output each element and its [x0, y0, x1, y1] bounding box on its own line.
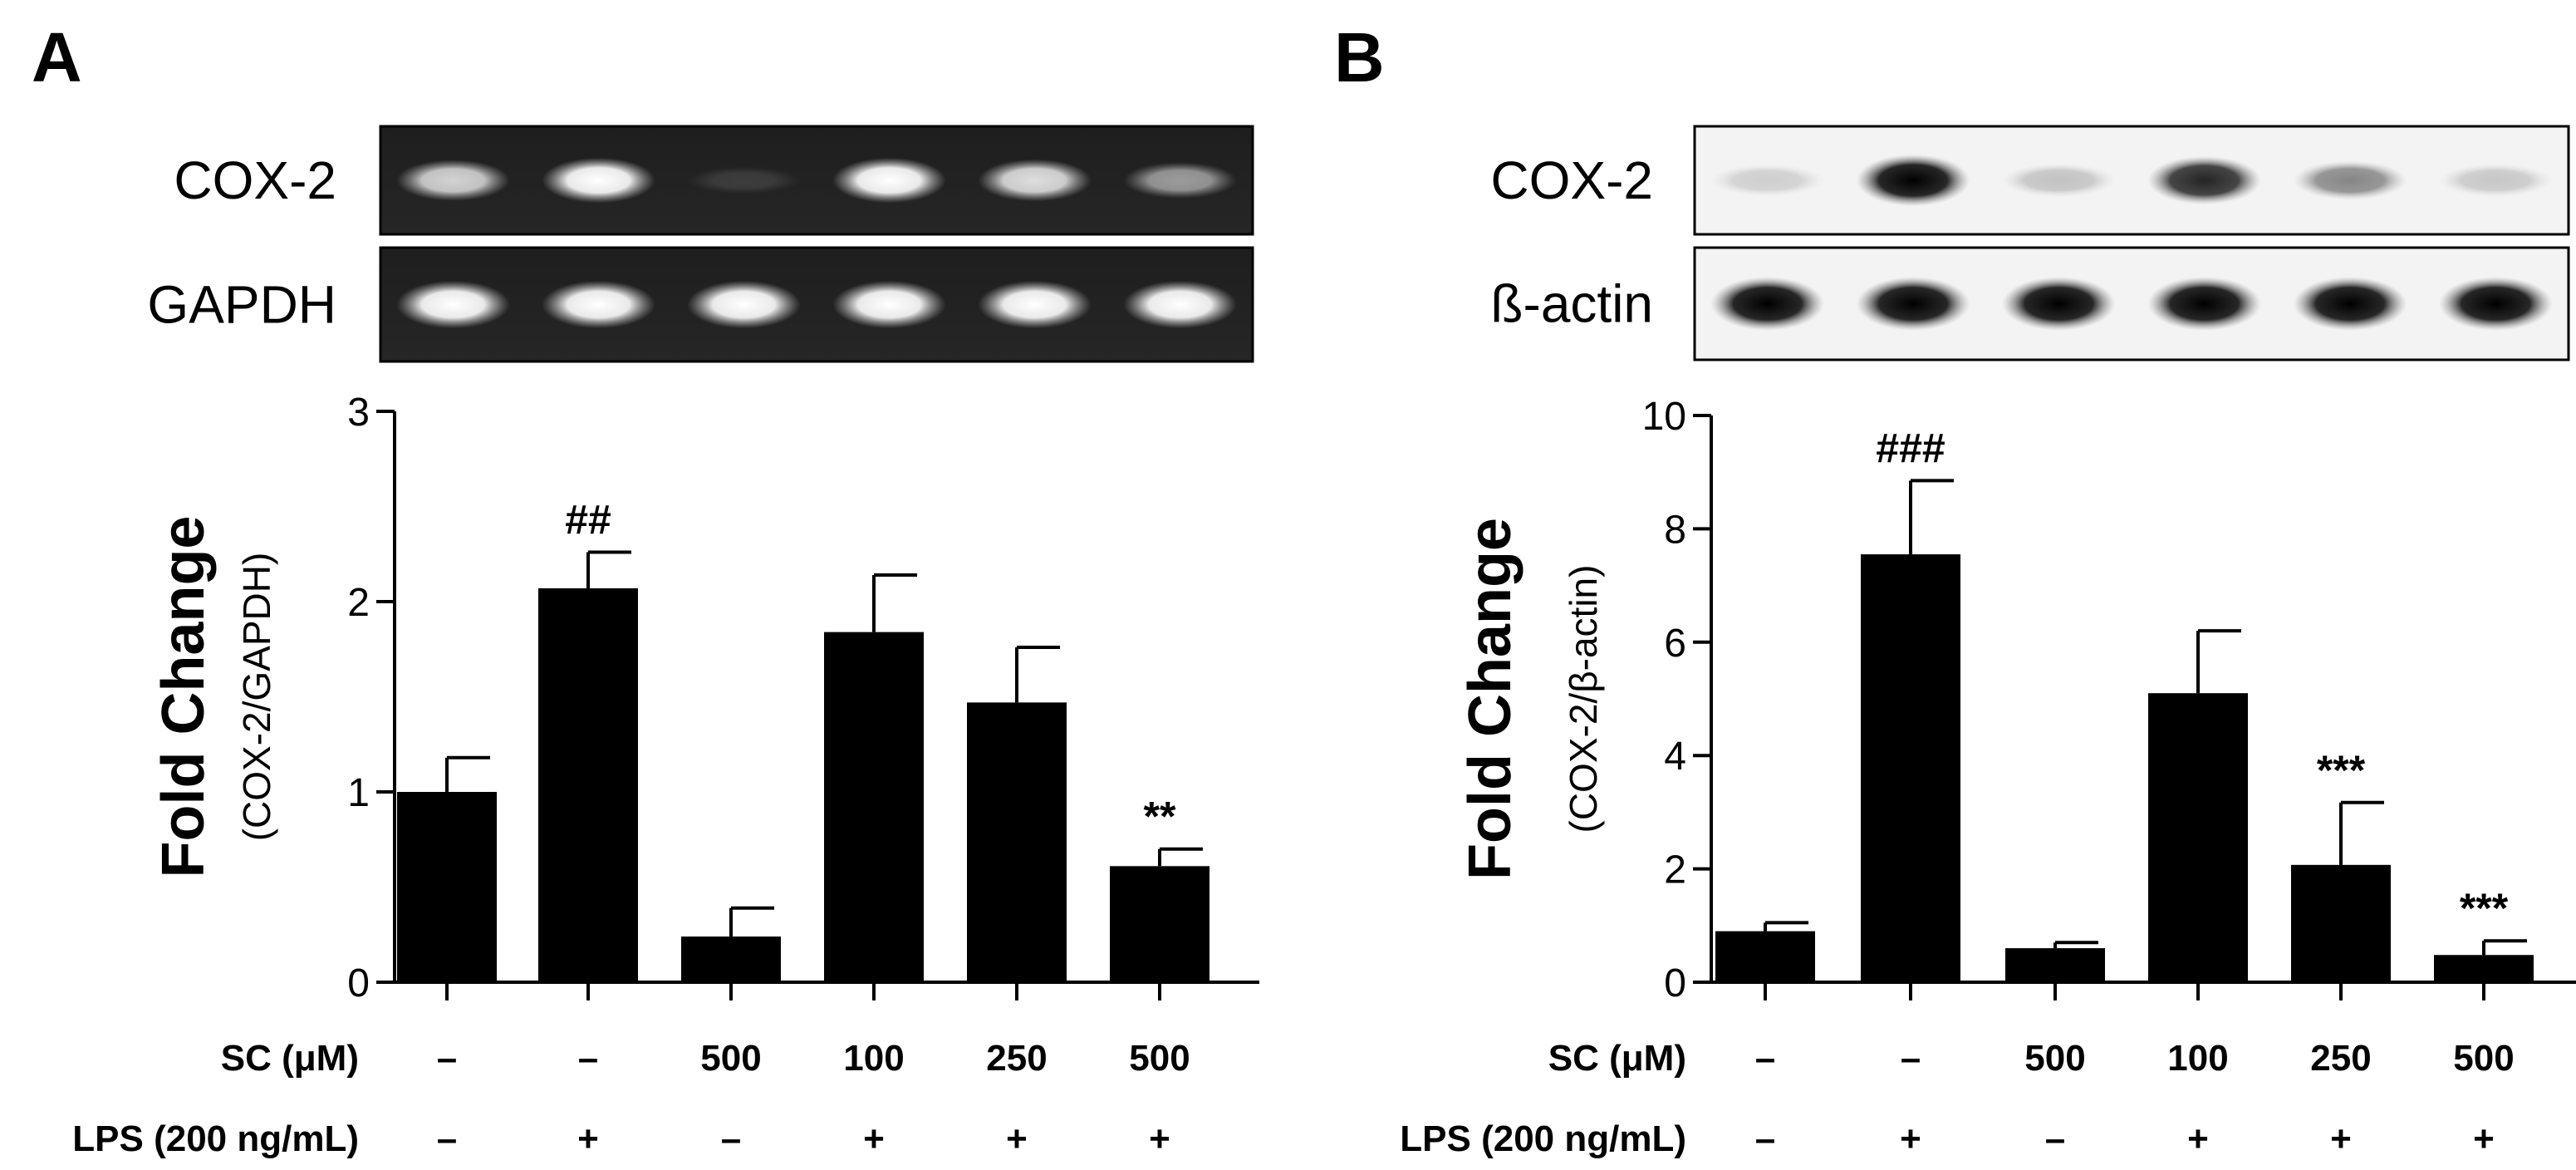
blot-band [2438, 164, 2553, 197]
condition-value: – [1755, 1038, 1775, 1079]
blot-band [1123, 162, 1237, 199]
bar [967, 702, 1067, 982]
y-tick-label: 2 [347, 581, 370, 625]
condition-value: 500 [2024, 1038, 2085, 1079]
bar [397, 792, 497, 982]
blot-row-label: GAPDH [147, 275, 336, 335]
y-tick-label: 2 [1664, 848, 1686, 892]
condition-value: – [721, 1118, 741, 1159]
bar [1715, 931, 1815, 982]
bar [681, 936, 781, 982]
blot-band [687, 280, 801, 329]
blot-band [396, 280, 510, 329]
condition-value: – [578, 1038, 598, 1079]
blot-band [1710, 164, 1825, 197]
y-tick-label: 10 [1642, 395, 1686, 439]
condition-value: 500 [700, 1038, 761, 1079]
blot-frame [1693, 125, 2570, 236]
blot-frame [379, 125, 1254, 236]
panel-letter: B [1334, 18, 1385, 96]
y-tick-label: 0 [1664, 961, 1686, 1005]
blot-frame [1693, 246, 2570, 361]
blot-band [1856, 277, 1970, 331]
condition-value: – [2045, 1118, 2065, 1159]
blot-band [2438, 277, 2553, 331]
y-tick-label: 1 [347, 771, 370, 815]
bar [1110, 866, 1209, 982]
condition-value: + [1900, 1118, 1921, 1159]
blot-band [1856, 154, 1970, 207]
bar [1861, 554, 1960, 982]
blot-row-label: COX-2 [174, 150, 336, 210]
condition-value: – [437, 1038, 457, 1079]
condition-value: + [1149, 1118, 1170, 1159]
condition-value: 250 [2310, 1038, 2371, 1079]
significance-label: ## [565, 496, 611, 543]
blot-band [2293, 277, 2407, 331]
condition-value: + [1006, 1118, 1028, 1159]
y-axis-subtitle: (COX-2/β-actin) [1562, 565, 1605, 833]
significance-label: *** [2317, 747, 2366, 794]
condition-value: 250 [986, 1038, 1047, 1079]
blot-band [2147, 155, 2262, 205]
blot-band [978, 159, 1092, 202]
significance-label: ** [1144, 794, 1176, 840]
condition-value: + [2330, 1118, 2352, 1159]
panel-letter: A [32, 18, 82, 96]
y-tick-label: 4 [1664, 735, 1686, 779]
condition-value: – [1755, 1118, 1775, 1159]
y-tick-label: 0 [347, 961, 370, 1005]
panel-a: A COX-2 GAPDH 0 1 2 3 Fold Change (COX-2/GAPDH) #… [32, 18, 1259, 1159]
condition-value: 100 [843, 1038, 904, 1079]
condition-value: + [2187, 1118, 2209, 1159]
bar [2005, 948, 2105, 982]
condition-label: LPS (200 ng/mL) [72, 1118, 359, 1159]
condition-value: 100 [2167, 1038, 2228, 1079]
condition-value: + [577, 1118, 599, 1159]
bar [2291, 864, 2391, 982]
condition-value: 500 [2453, 1038, 2514, 1079]
condition-value: – [1901, 1038, 1921, 1079]
blot-band [978, 280, 1092, 329]
blot-band [2293, 160, 2407, 200]
blot-band [542, 157, 655, 204]
condition-value: – [437, 1118, 457, 1159]
condition-value: + [2473, 1118, 2495, 1159]
blot-frame [379, 246, 1254, 363]
bar [2148, 693, 2248, 982]
blot-band [2001, 277, 2116, 331]
blot-band [542, 280, 655, 329]
blot-band [832, 157, 946, 204]
blot-band [2147, 277, 2262, 331]
blot-band [832, 280, 946, 329]
blot-band [1710, 277, 1825, 331]
blot-band [1123, 280, 1237, 329]
y-axis-title: Fold Change [150, 516, 217, 878]
bar [2434, 955, 2534, 982]
blot-band [2001, 164, 2116, 197]
significance-label: *** [2460, 885, 2509, 932]
blot-band [396, 160, 510, 201]
bar [824, 632, 924, 982]
bar [538, 587, 638, 982]
condition-value: 500 [1129, 1038, 1190, 1079]
y-tick-label: 8 [1664, 508, 1686, 552]
panel-b: B COX-2 ß-actin 0 2 4 6 8 10 Fold Change (COX-2/β-… [1334, 18, 2576, 1159]
condition-label: LPS (200 ng/mL) [1400, 1118, 1686, 1159]
significance-label: ### [1876, 425, 1945, 471]
blot-row-label: ß-actin [1490, 274, 1653, 334]
y-axis-subtitle: (COX-2/GAPDH) [235, 553, 278, 842]
y-axis-title: Fold Change [1457, 518, 1524, 880]
condition-label: SC (μM) [1548, 1038, 1686, 1079]
y-tick-label: 6 [1664, 622, 1686, 666]
blot-band [687, 166, 801, 194]
condition-label: SC (μM) [221, 1038, 359, 1079]
y-tick-label: 3 [347, 391, 370, 435]
condition-value: + [863, 1118, 885, 1159]
blot-row-label: COX-2 [1490, 150, 1653, 210]
